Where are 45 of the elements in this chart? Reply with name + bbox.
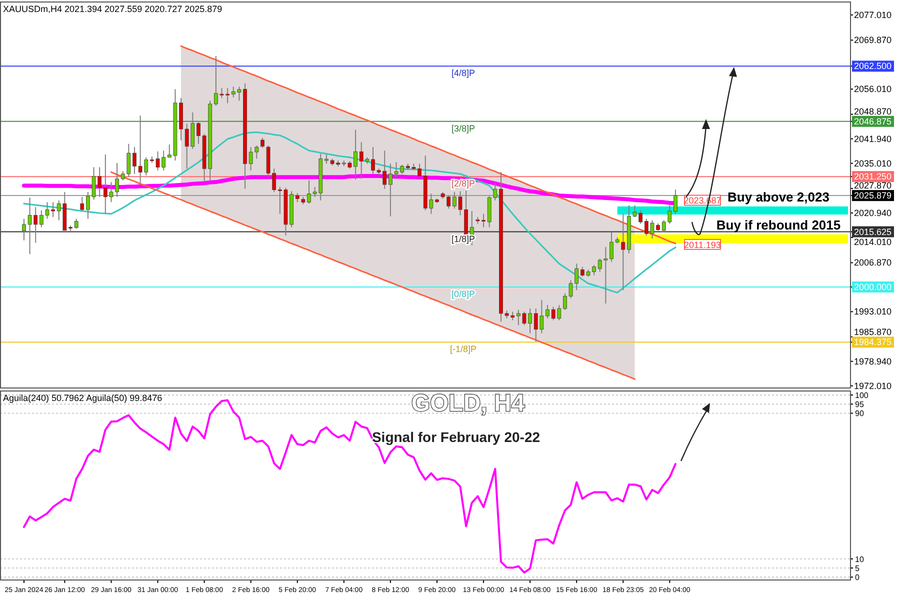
y-tick-label: 2062.500	[854, 61, 892, 72]
candlestick	[295, 192, 300, 203]
candlestick	[260, 137, 264, 148]
y-tick-label: 95	[855, 400, 864, 410]
y-tick-label: 2027.870	[854, 180, 892, 191]
y-tick-label: 2069.870	[854, 35, 892, 46]
y-tick-label: 2056.010	[854, 84, 892, 94]
y-tick-label: 2031.250	[854, 172, 892, 182]
line-series	[180, 45, 676, 244]
y-tick-label: 1993.010	[854, 306, 892, 317]
y-tick-label: 2020.940	[854, 208, 892, 218]
y-tick-label: 0	[855, 573, 860, 582]
y-tick-label: 90	[855, 409, 864, 418]
y-tick-label: 1978.940	[854, 356, 892, 366]
ref-line-label: [2/8]P	[451, 178, 476, 189]
y-tick-label: 5	[855, 564, 860, 573]
candlestick	[80, 196, 84, 212]
y-tick-label: 2048.870	[854, 106, 892, 116]
line-series	[110, 171, 636, 380]
y-tick-label: 1985.870	[854, 327, 892, 338]
ref-line-label: [1/8]P	[451, 234, 476, 244]
y-tick-label: 1972.010	[854, 380, 892, 391]
y-tick-label: 100	[855, 391, 869, 400]
annotation: XAUUSDm,H4 2021.394 2027.559 2020.727 2025.879	[3, 4, 222, 14]
chart-title: GOLD, H4	[411, 390, 526, 417]
y-tick-label: 2006.870	[854, 258, 892, 268]
candlestick	[674, 189, 678, 214]
y-tick-label: 2025.879	[854, 190, 892, 201]
y-tick-label: 2046.875	[854, 116, 892, 126]
ref-line-label: [4/8]P	[451, 68, 476, 78]
band-label: Buy if rebound 2015	[716, 217, 841, 232]
annotation: Aguila(240) 50.7962 Aguila(50) 99.8476	[3, 393, 162, 403]
y-tick-label: 2077.010	[854, 10, 892, 20]
y-tick-label: 2014.010	[854, 236, 892, 247]
ref-line-label: [3/8]P	[451, 123, 476, 134]
band-label: Buy above 2,023	[728, 189, 830, 204]
y-tick-label: 2041.940	[854, 134, 892, 144]
y-tick-label: 2015.625	[854, 226, 892, 237]
y-tick-label: 1984.375	[854, 337, 892, 348]
y-tick-label: 2000.000	[854, 282, 892, 292]
ref-line-label: [-1/8]P	[450, 344, 477, 354]
text: Signal for February 20-22	[372, 429, 540, 445]
ref-line-label: [0/8]P	[451, 288, 476, 299]
y-tick-label: 2035.010	[854, 158, 892, 168]
y-tick-label: 10	[855, 554, 864, 564]
